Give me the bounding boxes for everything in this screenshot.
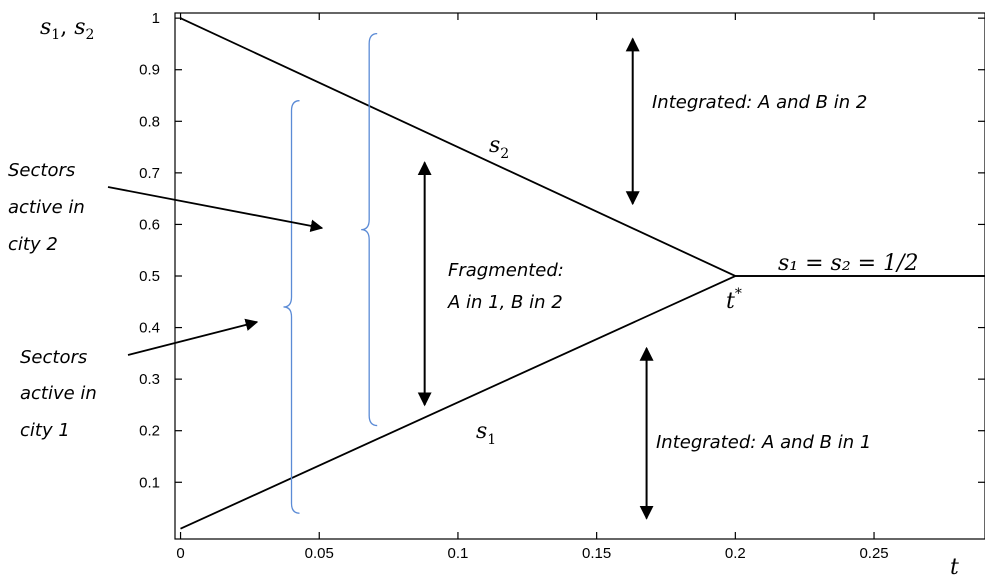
city2-label-line3: city 2 <box>8 234 58 255</box>
fragmented-label-line2: A in 1, B in 2 <box>447 292 563 313</box>
x-tick-label: 0.15 <box>582 545 611 562</box>
y-tick-label: 0.6 <box>139 216 160 233</box>
city1-pointer-arrow <box>127 318 259 356</box>
x-tick-label: 0.2 <box>725 545 746 562</box>
x-tick-label: 0.25 <box>859 545 888 562</box>
braces <box>283 32 378 514</box>
integrated-bottom-label: Integrated: A and B in 1 <box>656 432 871 453</box>
y-tick-label: 0.5 <box>139 268 160 285</box>
y-tick-labels: 0.1 0.2 0.3 0.4 0.5 0.6 0.7 0.8 0.9 1 <box>139 10 160 491</box>
series-lines <box>180 17 985 530</box>
series-label-s2: s2 <box>489 133 509 162</box>
curly-brace <box>361 32 378 427</box>
curly-brace <box>283 100 300 514</box>
x-tick-label: 0.1 <box>448 545 469 562</box>
y-tick-label: 0.2 <box>139 423 160 440</box>
x-tick-label: 0 <box>176 545 184 562</box>
series-line-s1 <box>180 275 985 530</box>
x-tick-labels: 0 0.05 0.1 0.15 0.2 0.25 <box>176 545 888 562</box>
city1-label-line2: active in <box>20 383 97 404</box>
fragmented-label-line1: Fragmented: <box>448 260 564 281</box>
series-line-s2 <box>180 17 985 277</box>
city2-label-line2: active in <box>8 197 85 218</box>
city2-label-line1: Sectors <box>8 160 75 181</box>
y-tick-label: 1 <box>152 10 160 27</box>
y-tick-label: 0.1 <box>139 474 160 491</box>
double-arrows <box>417 37 654 520</box>
equal-shares-label: s₁ = s₂ = 1/2 <box>778 251 918 276</box>
y-tick-label: 0.4 <box>139 320 160 337</box>
y-tick-label: 0.7 <box>139 165 160 182</box>
city1-label-line1: Sectors <box>20 347 87 368</box>
city2-pointer-arrow <box>107 186 324 233</box>
x-tick-label: 0.05 <box>305 545 334 562</box>
x-axis-label: t <box>950 555 959 577</box>
t-star-label: t* <box>726 286 742 314</box>
y-tick-label: 0.3 <box>139 371 160 388</box>
y-tick-label: 0.9 <box>139 62 160 79</box>
series-label-s1: s1 <box>476 419 496 448</box>
y-tick-label: 0.8 <box>139 113 160 130</box>
city1-label-line3: city 1 <box>20 420 70 441</box>
y-axis-label: s1, s2 <box>40 15 94 43</box>
integrated-top-label: Integrated: A and B in 2 <box>652 92 867 113</box>
